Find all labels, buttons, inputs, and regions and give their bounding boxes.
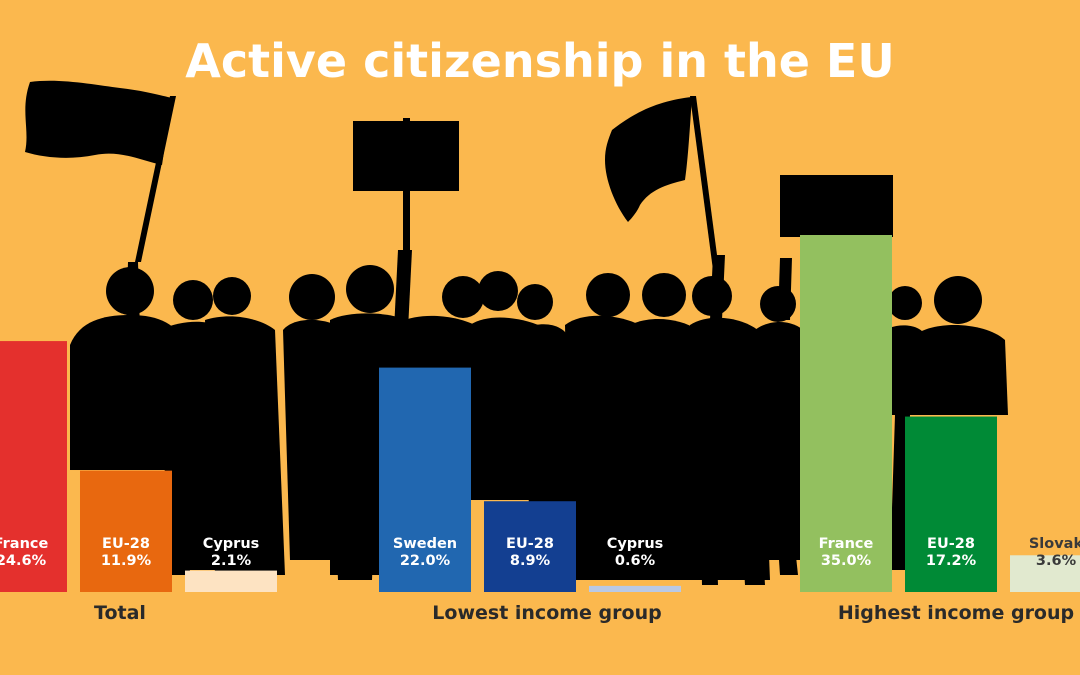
bar-0-2 [185, 570, 277, 592]
bar-country-label: Cyprus [607, 536, 664, 552]
bar-value-label: 11.9% [101, 553, 152, 569]
group-labels: Total Lowest income group Highest income g… [94, 602, 1074, 624]
bar-2-1 [905, 416, 997, 592]
bar-value-label: 17.2% [926, 553, 977, 569]
group-label: Total [94, 602, 146, 624]
bar-0-1 [80, 470, 172, 592]
bar-0-0 [0, 341, 67, 592]
bar-1-1 [484, 501, 576, 592]
crowd-arms [126, 250, 792, 330]
group-label: Highest income group [838, 602, 1074, 624]
bar-country-label: Sweden [393, 536, 457, 552]
bar-country-label: EU-28 [927, 536, 975, 552]
crowd-silhouette-illustration [25, 80, 1008, 585]
bar-1-2 [589, 585, 681, 592]
bar-country-label: France [819, 536, 874, 552]
bar-country-label: France [0, 536, 48, 552]
bar-value-label: 24.6% [0, 553, 47, 569]
bar-2-0 [800, 235, 892, 592]
bar-value-label: 22.0% [400, 553, 451, 569]
chart-title: Active citizenship in the EU [185, 34, 894, 88]
bar-country-label: EU-28 [102, 536, 150, 552]
bar-value-label: 0.6% [615, 553, 656, 569]
flag-silhouette-right [605, 96, 719, 270]
bar-country-label: Cyprus [203, 536, 260, 552]
bar-1-0 [379, 367, 471, 592]
bar-country-label: Slovak [1029, 536, 1080, 552]
bar-country-label: EU-28 [506, 536, 554, 552]
placard-silhouette-1 [353, 118, 459, 268]
bar-2-2 [1010, 555, 1080, 592]
bar-value-label: 2.1% [211, 553, 252, 569]
bar-series: France24.6%EU-2811.9%Cyprus2.1%Sweden22.… [0, 235, 1080, 592]
flag-silhouette-left [25, 80, 176, 262]
group-label: Lowest income group [432, 602, 661, 624]
placard-silhouette-2 [780, 175, 893, 237]
bar-value-label: 3.6% [1036, 553, 1077, 569]
bar-value-label: 35.0% [821, 553, 872, 569]
bar-value-label: 8.9% [510, 553, 551, 569]
